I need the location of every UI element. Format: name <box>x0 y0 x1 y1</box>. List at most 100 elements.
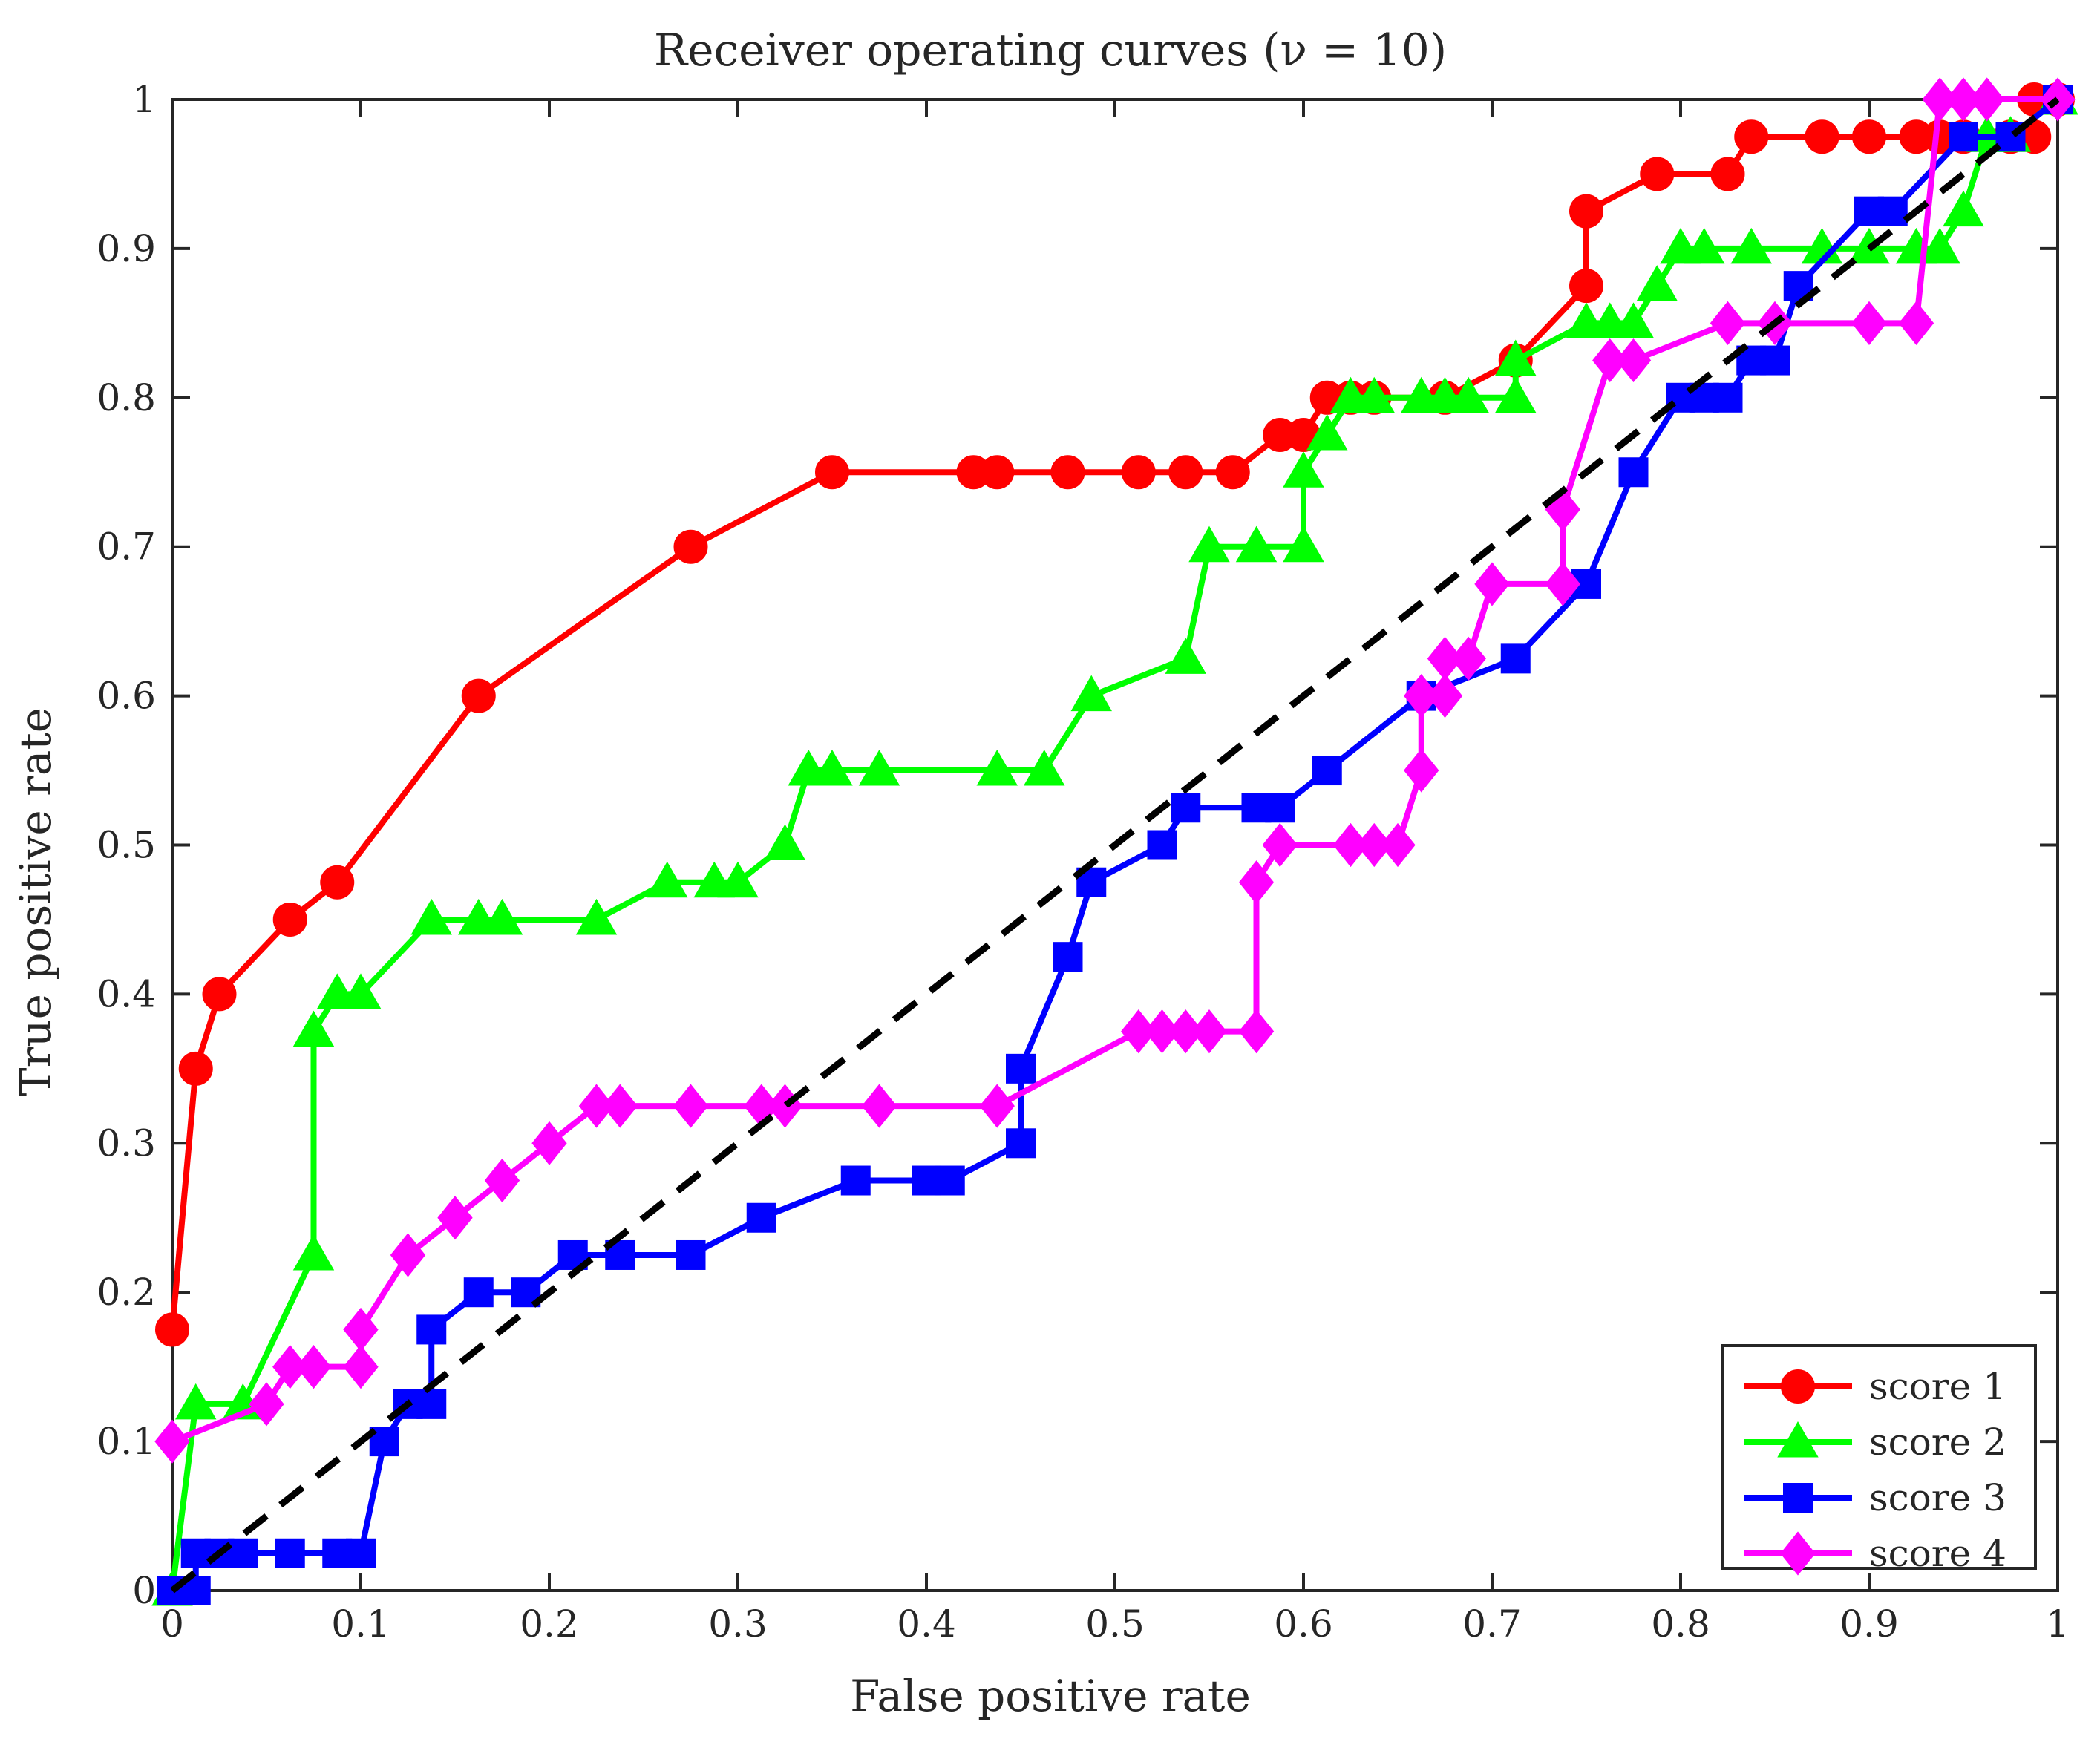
y-tick-label: 0.8 <box>97 376 156 419</box>
legend-marker <box>1780 1531 1816 1576</box>
data-point <box>175 1383 217 1420</box>
data-point <box>1306 414 1348 451</box>
data-point <box>1427 673 1463 718</box>
x-tick-label: 0.4 <box>897 1602 956 1645</box>
data-point <box>437 1196 473 1240</box>
data-point <box>292 1010 335 1047</box>
data-point <box>602 1084 638 1128</box>
data-point <box>1615 338 1652 383</box>
plot-area: 0 0.1 0.2 0.3 0.4 0.5 0.6 0.7 0.8 0.9 1 0 0.1 0.2 0.3 0… <box>97 77 2078 1645</box>
data-point <box>416 1314 447 1345</box>
data-point <box>463 1277 494 1308</box>
data-point <box>858 750 900 786</box>
data-point <box>1168 455 1203 490</box>
legend-entry: score 3 <box>1744 1476 2006 1519</box>
data-point <box>1380 822 1416 868</box>
data-point <box>1636 265 1678 301</box>
data-point <box>410 898 452 935</box>
data-point <box>1144 1009 1180 1054</box>
data-point <box>1332 822 1369 868</box>
data-point <box>1238 1009 1275 1054</box>
data-point <box>1805 119 1839 154</box>
data-point <box>1640 157 1675 191</box>
data-point <box>811 750 853 786</box>
data-point <box>976 750 1018 786</box>
data-point <box>416 1389 447 1419</box>
data-point <box>1474 562 1510 606</box>
data-point <box>275 1538 305 1568</box>
data-point <box>815 455 849 490</box>
data-point <box>979 1084 1015 1128</box>
data-point <box>272 902 307 937</box>
data-point <box>717 861 759 898</box>
data-point <box>1949 122 1978 152</box>
data-point <box>1006 1053 1036 1084</box>
data-point <box>676 1239 706 1270</box>
y-tick-label: 0.4 <box>97 972 156 1015</box>
data-point <box>1283 451 1324 488</box>
data-point <box>1612 302 1655 338</box>
data-point <box>1024 750 1065 786</box>
data-point <box>673 529 708 564</box>
chart-title: Receiver operating curves (ν = 10) <box>654 24 1447 76</box>
x-tick-label: 0.3 <box>708 1602 768 1645</box>
data-point <box>1404 673 1439 718</box>
data-point <box>1283 525 1324 563</box>
data-point <box>1070 675 1112 712</box>
data-point <box>1053 942 1083 972</box>
data-point <box>1353 376 1395 413</box>
x-tick-label: 0.8 <box>1651 1602 1710 1645</box>
data-point <box>228 1538 258 1568</box>
data-point <box>746 1202 776 1233</box>
data-point <box>673 1084 709 1128</box>
data-point <box>647 861 688 898</box>
data-point <box>1922 77 1957 122</box>
data-point <box>1852 119 1886 154</box>
data-point <box>1427 636 1463 681</box>
data-point <box>1919 227 1960 264</box>
series-4 <box>154 77 2076 1464</box>
y-tick-label: 0 <box>132 1569 156 1612</box>
data-point <box>1500 643 1531 674</box>
data-point <box>1265 793 1295 823</box>
y-tick-label: 0.5 <box>97 824 156 867</box>
y-tick-label: 0.7 <box>97 525 156 569</box>
data-point <box>1235 525 1278 563</box>
legend-label: score 3 <box>1869 1476 2006 1519</box>
data-point <box>1168 1009 1203 1054</box>
data-point <box>1710 301 1746 345</box>
data-point <box>1495 376 1537 413</box>
data-point <box>1877 196 1908 226</box>
legend-entry: score 4 <box>1744 1531 2006 1576</box>
data-point <box>1312 756 1342 786</box>
data-point <box>840 1165 871 1196</box>
data-point <box>1450 636 1486 681</box>
data-point <box>531 1121 567 1165</box>
data-point <box>1262 822 1298 868</box>
data-point <box>1448 376 1489 413</box>
data-point <box>272 1345 308 1389</box>
data-point <box>202 977 237 1012</box>
x-tick-label: 0.7 <box>1462 1602 1522 1645</box>
data-point <box>1569 269 1603 304</box>
data-point <box>292 1234 335 1271</box>
data-point <box>1713 382 1743 413</box>
y-tick-label: 0.1 <box>97 1420 156 1463</box>
data-point <box>1050 455 1085 490</box>
x-axis-title: False positive rate <box>850 1671 1251 1721</box>
data-point <box>1995 122 2026 152</box>
y-tick-label: 1 <box>132 78 156 121</box>
legend: score 1 score 2 score 3 score 4 <box>1721 1344 2037 1576</box>
data-point <box>1165 638 1206 674</box>
legend-entry: score 2 <box>1744 1421 2006 1464</box>
y-tick-label: 0.2 <box>97 1271 156 1314</box>
y-axis-title: True positive rate <box>10 707 61 1096</box>
legend-label: score 4 <box>1869 1532 2006 1575</box>
data-point <box>1215 455 1250 490</box>
legend-marker <box>1777 1421 1819 1458</box>
data-point <box>1545 562 1580 606</box>
data-point <box>390 1233 426 1277</box>
data-point <box>154 1419 190 1464</box>
data-point <box>1121 455 1156 490</box>
